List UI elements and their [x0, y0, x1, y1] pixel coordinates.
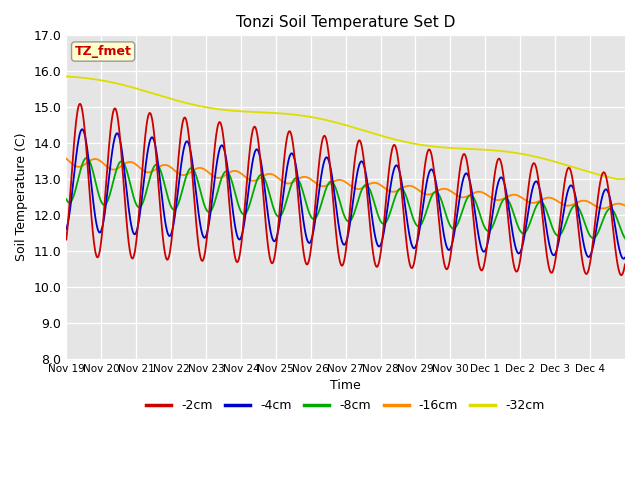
-4cm — [63, 226, 70, 232]
-32cm — [621, 176, 629, 182]
-32cm — [73, 74, 81, 80]
-4cm — [621, 255, 629, 261]
Y-axis label: Soil Temperature (C): Soil Temperature (C) — [15, 133, 28, 262]
-16cm — [599, 205, 607, 211]
-32cm — [315, 116, 323, 121]
-2cm — [316, 158, 323, 164]
-32cm — [348, 124, 356, 130]
X-axis label: Time: Time — [330, 379, 361, 392]
-32cm — [614, 176, 621, 182]
-4cm — [349, 203, 356, 209]
-8cm — [83, 155, 90, 161]
-8cm — [621, 235, 629, 241]
-8cm — [349, 215, 356, 220]
-32cm — [585, 169, 593, 175]
-16cm — [73, 164, 81, 169]
-2cm — [621, 262, 629, 267]
-16cm — [63, 156, 70, 162]
-32cm — [447, 145, 455, 151]
-2cm — [618, 272, 625, 278]
-32cm — [163, 95, 170, 100]
-4cm — [586, 254, 593, 260]
Text: TZ_fmet: TZ_fmet — [75, 45, 132, 58]
-8cm — [63, 196, 70, 202]
Legend: -2cm, -4cm, -8cm, -16cm, -32cm: -2cm, -4cm, -8cm, -16cm, -32cm — [141, 395, 550, 418]
Title: Tonzi Soil Temperature Set D: Tonzi Soil Temperature Set D — [236, 15, 455, 30]
-32cm — [63, 73, 70, 79]
-4cm — [163, 226, 170, 232]
-4cm — [316, 187, 323, 192]
-16cm — [348, 184, 356, 190]
Line: -32cm: -32cm — [67, 76, 625, 179]
Line: -2cm: -2cm — [67, 104, 625, 275]
-4cm — [620, 256, 627, 262]
-8cm — [73, 182, 81, 188]
-2cm — [63, 237, 70, 242]
-2cm — [73, 113, 81, 119]
-2cm — [76, 101, 84, 107]
Line: -8cm: -8cm — [67, 158, 625, 238]
Line: -16cm: -16cm — [67, 159, 625, 208]
-16cm — [447, 189, 455, 194]
-2cm — [349, 180, 356, 185]
-8cm — [586, 232, 593, 238]
Line: -4cm: -4cm — [67, 129, 625, 259]
-16cm — [585, 199, 593, 205]
-8cm — [316, 207, 323, 213]
-2cm — [163, 256, 170, 262]
-2cm — [586, 264, 593, 270]
-4cm — [448, 242, 456, 248]
-4cm — [73, 149, 81, 155]
-8cm — [448, 225, 456, 230]
-16cm — [315, 182, 323, 188]
-2cm — [448, 244, 456, 250]
-16cm — [621, 203, 629, 208]
-4cm — [78, 126, 86, 132]
-16cm — [163, 162, 170, 168]
-8cm — [163, 190, 170, 195]
